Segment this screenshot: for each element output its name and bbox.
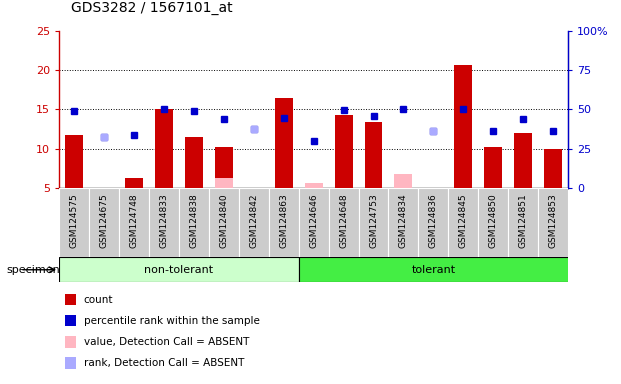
- Text: GSM124838: GSM124838: [189, 194, 198, 248]
- Text: GSM124675: GSM124675: [99, 194, 109, 248]
- Text: non-tolerant: non-tolerant: [144, 265, 214, 275]
- Bar: [215, 178, 233, 188]
- Text: GSM124748: GSM124748: [129, 194, 138, 248]
- Bar: [455, 65, 473, 188]
- Bar: [238, 188, 269, 257]
- Bar: [185, 137, 203, 188]
- Bar: [329, 188, 358, 257]
- Bar: [65, 136, 83, 188]
- Text: GSM124648: GSM124648: [339, 194, 348, 248]
- Text: GSM124853: GSM124853: [549, 194, 558, 248]
- Text: GSM124840: GSM124840: [219, 194, 229, 248]
- Bar: [544, 149, 562, 188]
- Bar: [149, 188, 179, 257]
- Text: GSM124834: GSM124834: [399, 194, 408, 248]
- Bar: [215, 147, 233, 188]
- Text: GSM124863: GSM124863: [279, 194, 288, 248]
- Bar: [478, 188, 509, 257]
- Bar: [509, 188, 538, 257]
- Bar: [299, 257, 583, 282]
- Bar: [89, 188, 119, 257]
- Bar: [448, 188, 478, 257]
- Text: GSM124845: GSM124845: [459, 194, 468, 248]
- Text: count: count: [84, 295, 114, 305]
- Bar: [514, 133, 532, 188]
- Text: GSM124753: GSM124753: [369, 194, 378, 248]
- Bar: [299, 188, 329, 257]
- Text: tolerant: tolerant: [411, 265, 455, 275]
- Bar: [59, 188, 89, 257]
- Bar: [59, 257, 299, 282]
- Bar: [305, 183, 322, 188]
- Text: GSM124842: GSM124842: [249, 194, 258, 248]
- Text: rank, Detection Call = ABSENT: rank, Detection Call = ABSENT: [84, 358, 244, 368]
- Bar: [269, 188, 299, 257]
- Text: GSM124646: GSM124646: [309, 194, 318, 248]
- Text: value, Detection Call = ABSENT: value, Detection Call = ABSENT: [84, 337, 249, 347]
- Bar: [419, 188, 448, 257]
- Text: GSM124833: GSM124833: [160, 194, 168, 248]
- Bar: [394, 174, 412, 188]
- Text: GSM124575: GSM124575: [70, 194, 78, 248]
- Bar: [155, 109, 173, 188]
- Text: percentile rank within the sample: percentile rank within the sample: [84, 316, 260, 326]
- Text: specimen: specimen: [6, 265, 60, 275]
- Bar: [484, 147, 502, 188]
- Bar: [274, 98, 292, 188]
- Bar: [538, 188, 568, 257]
- Text: GSM124851: GSM124851: [519, 194, 528, 248]
- Bar: [335, 115, 353, 188]
- Bar: [125, 178, 143, 188]
- Bar: [389, 188, 419, 257]
- Bar: [365, 122, 383, 188]
- Bar: [119, 188, 149, 257]
- Text: GSM124836: GSM124836: [429, 194, 438, 248]
- Bar: [358, 188, 389, 257]
- Text: GDS3282 / 1567101_at: GDS3282 / 1567101_at: [71, 2, 233, 15]
- Bar: [179, 188, 209, 257]
- Bar: [209, 188, 238, 257]
- Text: GSM124850: GSM124850: [489, 194, 498, 248]
